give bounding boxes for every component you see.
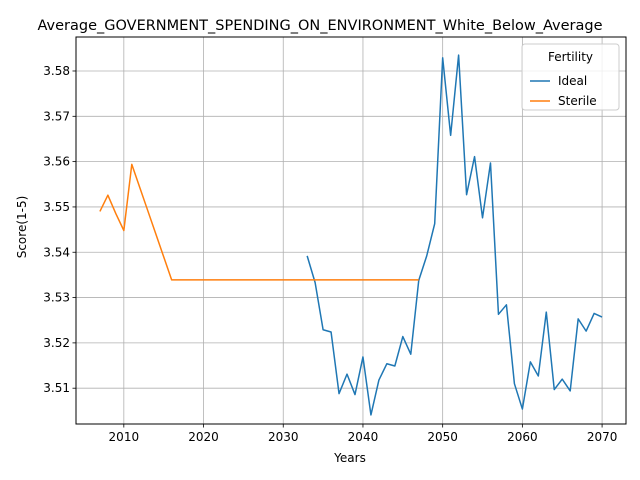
x-axis-ticks: 2010 2020 2030 2040 2050 2060 2070 [109,424,618,444]
y-axis-ticks: 3.51 3.52 3.53 3.54 3.55 3.56 3.57 3.58 [43,64,76,395]
x-axis-label: Years [333,451,366,465]
x-tick-label: 2020 [188,430,219,444]
series-line-sterile [99,163,419,281]
legend-label-sterile: Sterile [558,94,597,108]
plot-frame [75,36,627,425]
grid-lines [76,37,626,424]
y-tick-label: 3.52 [43,336,70,350]
y-tick-label: 3.56 [43,155,70,169]
y-tick-label: 3.58 [43,64,70,78]
y-tick-label: 3.54 [43,245,70,259]
y-tick-label: 3.55 [43,200,70,214]
x-tick-label: 2060 [507,430,538,444]
series-line-ideal [306,54,603,416]
x-tick-label: 2070 [587,430,618,444]
legend-title: Fertility [548,50,593,64]
x-tick-label: 2040 [348,430,379,444]
y-axis-label: Score(1-5) [15,196,29,259]
series-lines [99,54,603,416]
x-tick-label: 2050 [427,430,458,444]
y-tick-label: 3.57 [43,109,70,123]
x-tick-label: 2030 [268,430,299,444]
legend-box [521,43,620,111]
y-tick-label: 3.53 [43,291,70,305]
legend: Fertility Ideal Sterile [521,43,620,111]
y-tick-label: 3.51 [43,381,70,395]
chart-title: Average_GOVERNMENT_SPENDING_ON_ENVIRONME… [37,18,602,34]
x-tick-label: 2010 [109,430,140,444]
legend-label-ideal: Ideal [558,74,587,88]
